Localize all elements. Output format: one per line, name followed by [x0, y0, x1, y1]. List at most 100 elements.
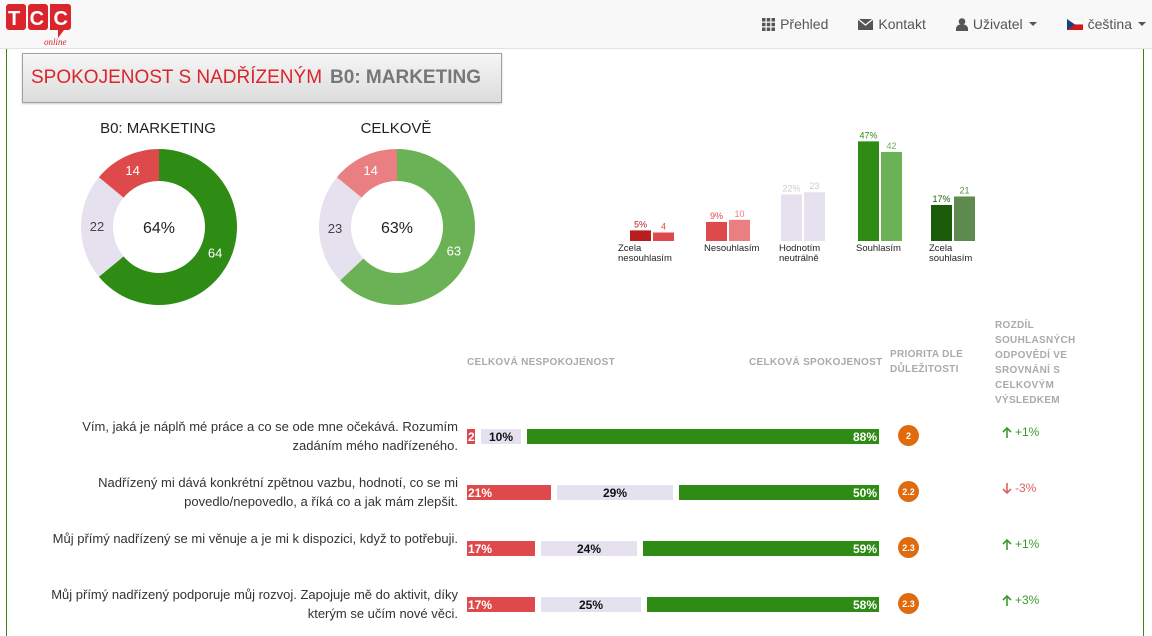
difference-value: +3%: [1002, 593, 1039, 607]
grid-icon: [762, 17, 776, 31]
donut-segment: [319, 177, 364, 281]
nav-uzivatel-label: Uživatel: [972, 16, 1023, 32]
page-title: SPOKOJENOST S NADŘÍZENÝM B0: MARKETING: [22, 53, 502, 103]
bar-satisfied: [643, 541, 879, 556]
bar-neutral: [541, 597, 641, 612]
arrow-down-icon: [1002, 482, 1012, 494]
svg-text:online: online: [44, 37, 67, 47]
title-dept: B0: MARKETING: [330, 67, 481, 88]
priority-badge: 2.2: [898, 481, 919, 502]
difference-label: +1%: [1015, 425, 1040, 439]
dist-label-dept: 47%: [859, 130, 877, 140]
bar-satisfied-label: 58%: [853, 598, 877, 612]
donut-segment-label: 63: [447, 244, 461, 259]
nav-language-label: čeština: [1087, 16, 1132, 32]
dist-label-total: 21: [959, 185, 969, 195]
bar-dissatisfied-label: 2: [468, 430, 475, 444]
dist-bar-total: [881, 151, 902, 241]
dist-label-dept: 9%: [710, 211, 723, 221]
chevron-down-icon: [1028, 22, 1037, 26]
priority-badge: 2: [898, 425, 919, 446]
bar-neutral-label: 25%: [579, 598, 603, 612]
czech-flag-icon: [1066, 18, 1083, 30]
donut-segment: [98, 149, 159, 198]
donut-center-value: 64%: [143, 220, 175, 237]
question-text: Vím, jaká je náplň mé práce a co se ode …: [82, 419, 458, 453]
dist-label-dept: 22%: [782, 183, 800, 193]
bar-satisfied-label: 59%: [853, 542, 877, 556]
question-bar-chart: 21% 29% 50%: [467, 485, 879, 500]
dist-label-total: 10: [734, 209, 744, 219]
dist-label-total: 23: [809, 181, 819, 191]
question-text: Můj přímý nadřízený podporuje můj rozvoj…: [51, 587, 458, 621]
nav-uzivatel[interactable]: Uživatel: [955, 16, 1037, 32]
svg-text:TCC: TCC: [8, 8, 68, 30]
donut-dept-label: B0: MARKETING: [100, 120, 216, 137]
donut-segment-label: 14: [363, 163, 377, 178]
difference-value: +1%: [1002, 425, 1039, 439]
arrow-up-icon: [1002, 426, 1012, 438]
dist-category-label: Zcela: [929, 243, 953, 254]
question-bar-chart: 2 10% 88%: [467, 429, 879, 444]
donut-segment-label: 64: [208, 245, 222, 260]
dist-bar-dept: [931, 204, 952, 241]
navbar: TCC online Přehled Kontakt Uživatel češt…: [0, 0, 1152, 49]
donut-chart-dept: 64 22 14 64%: [81, 149, 237, 305]
bar-neutral: [557, 485, 673, 500]
dist-bar-dept: [781, 194, 802, 241]
dist-bar-dept: [630, 230, 651, 241]
question-bar-chart: 17% 24% 59%: [467, 541, 879, 556]
donut-segment: [336, 149, 397, 198]
header-difference: ROZDÍL SOUHLASNÝCH ODPOVĚDÍ VE SROVNÁNÍ …: [995, 320, 1076, 406]
bar-neutral: [541, 541, 637, 556]
donut-total-label: CELKOVĚ: [360, 120, 432, 137]
nav-kontakt-label: Kontakt: [878, 16, 926, 32]
bar-satisfied: [527, 429, 879, 444]
dist-category-label: Hodnotím: [779, 243, 820, 254]
content-border: [6, 49, 7, 636]
donut-center-value: 63%: [381, 220, 413, 237]
question-text: Můj přímý nadřízený se mi věnuje a je mi…: [52, 531, 458, 546]
bar-neutral-label: 24%: [577, 542, 601, 556]
dist-bar-total: [729, 219, 750, 241]
content-border: [1143, 49, 1144, 636]
title-main: SPOKOJENOST S NADŘÍZENÝM: [31, 67, 323, 88]
dist-category-label: Souhlasím: [856, 243, 901, 254]
arrow-up-icon: [1002, 594, 1012, 606]
donut-segment: [98, 149, 237, 305]
bar-neutral-label: 29%: [603, 486, 627, 500]
donut-segment: [340, 149, 475, 305]
bar-neutral-label: 10%: [489, 430, 513, 444]
logo[interactable]: TCC online: [6, 2, 76, 48]
nav-language[interactable]: čeština: [1066, 16, 1146, 32]
dist-label-total: 4: [661, 222, 666, 232]
priority-badge: 2.3: [898, 537, 919, 558]
donut-segment-label: 14: [125, 163, 139, 178]
priority-badge: 2.3: [898, 593, 919, 614]
nav-prehled-label: Přehled: [780, 16, 829, 32]
dist-category-label: Zcela: [618, 243, 642, 254]
header-dissatisfaction: CELKOVÁ NESPOKOJENOST: [467, 357, 615, 368]
dist-category-label: nesouhlasím: [618, 253, 672, 264]
arrow-up-icon: [1002, 538, 1012, 550]
bar-dissatisfied: [467, 429, 475, 444]
question-bar-chart: 17% 25% 58%: [467, 597, 879, 612]
donut-segment-label: 22: [90, 219, 104, 234]
difference-value: +1%: [1002, 537, 1039, 551]
donut-chart-total: 63 23 14 63%: [319, 149, 475, 305]
dist-category-label: souhlasím: [929, 253, 972, 264]
nav-prehled[interactable]: Přehled: [762, 16, 828, 32]
header-satisfaction: CELKOVÁ SPOKOJENOST: [749, 357, 883, 368]
nav-kontakt[interactable]: Kontakt: [858, 16, 926, 32]
dist-label-dept: 17%: [932, 194, 950, 204]
bar-dissatisfied: [467, 541, 535, 556]
bar-dissatisfied-label: 17%: [468, 542, 492, 556]
bar-satisfied: [647, 597, 879, 612]
difference-label: +3%: [1015, 593, 1040, 607]
dist-bar-total: [653, 232, 674, 241]
difference-label: +1%: [1015, 537, 1040, 551]
question-text: Nadřízený mi dává konkrétní zpětnou vazb…: [98, 475, 458, 509]
user-icon: [955, 17, 968, 31]
dist-bar-total: [954, 196, 975, 241]
